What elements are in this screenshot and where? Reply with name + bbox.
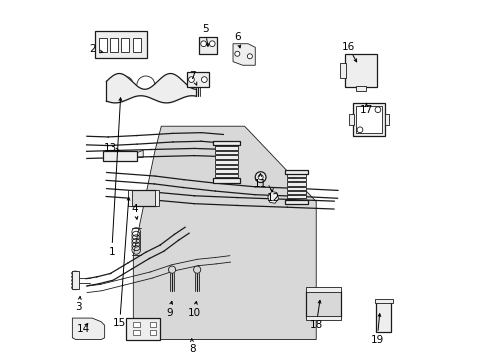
- Polygon shape: [72, 318, 104, 339]
- Bar: [99, 38, 107, 52]
- Bar: [286, 195, 306, 198]
- Bar: [128, 190, 131, 206]
- Bar: [374, 299, 392, 303]
- Bar: [286, 182, 306, 185]
- Circle shape: [255, 172, 265, 183]
- Circle shape: [201, 41, 206, 46]
- Bar: [345, 54, 376, 87]
- Bar: [214, 165, 238, 168]
- Bar: [339, 63, 345, 78]
- Bar: [199, 37, 217, 54]
- Bar: [286, 174, 306, 177]
- Bar: [355, 106, 381, 134]
- Text: 8: 8: [189, 343, 195, 354]
- Polygon shape: [233, 44, 255, 65]
- Circle shape: [209, 41, 215, 46]
- Text: 2: 2: [89, 44, 95, 54]
- Bar: [102, 150, 137, 161]
- Bar: [149, 322, 156, 327]
- Bar: [375, 300, 390, 332]
- Bar: [131, 190, 156, 206]
- Text: 15: 15: [113, 319, 126, 328]
- Bar: [155, 190, 159, 206]
- Text: 13: 13: [103, 143, 117, 153]
- Text: 17: 17: [359, 105, 372, 115]
- Circle shape: [188, 77, 194, 82]
- Circle shape: [374, 107, 380, 113]
- Bar: [213, 178, 240, 183]
- Bar: [214, 146, 238, 149]
- Bar: [95, 31, 147, 58]
- Bar: [121, 38, 129, 52]
- Circle shape: [168, 266, 175, 273]
- Circle shape: [234, 51, 239, 56]
- Text: 12: 12: [266, 193, 279, 203]
- Bar: [133, 322, 140, 327]
- Bar: [214, 174, 238, 177]
- Bar: [348, 114, 353, 125]
- Bar: [126, 318, 160, 340]
- Bar: [187, 72, 208, 87]
- Text: 19: 19: [370, 334, 383, 345]
- Bar: [384, 114, 388, 125]
- Polygon shape: [133, 126, 316, 339]
- Bar: [133, 329, 140, 334]
- Bar: [286, 186, 306, 190]
- Bar: [214, 160, 238, 163]
- Text: 4: 4: [132, 204, 138, 214]
- Circle shape: [247, 54, 252, 59]
- Bar: [149, 329, 156, 334]
- Bar: [352, 103, 384, 136]
- Circle shape: [356, 127, 362, 133]
- Text: 6: 6: [234, 32, 240, 41]
- Bar: [214, 169, 238, 173]
- Text: 7: 7: [189, 71, 195, 81]
- Bar: [305, 291, 340, 317]
- Circle shape: [193, 266, 201, 273]
- Text: 5: 5: [202, 24, 208, 35]
- Bar: [72, 271, 79, 289]
- Bar: [110, 38, 118, 52]
- Bar: [285, 200, 307, 204]
- Bar: [355, 86, 366, 91]
- Text: 9: 9: [165, 308, 172, 318]
- Text: 14: 14: [76, 324, 90, 334]
- Bar: [214, 150, 238, 154]
- Text: 16: 16: [341, 42, 354, 52]
- Bar: [213, 140, 240, 145]
- Bar: [286, 191, 306, 194]
- Text: 18: 18: [309, 320, 322, 330]
- Text: 10: 10: [187, 308, 201, 318]
- Bar: [285, 170, 307, 175]
- Polygon shape: [267, 192, 278, 203]
- Polygon shape: [137, 150, 143, 157]
- Bar: [305, 287, 340, 292]
- Circle shape: [201, 77, 207, 82]
- Text: 11: 11: [253, 179, 267, 189]
- Bar: [214, 155, 238, 159]
- Bar: [132, 38, 140, 52]
- Bar: [286, 178, 306, 181]
- Text: 3: 3: [75, 302, 82, 312]
- Text: 1: 1: [108, 247, 115, 257]
- Bar: [305, 316, 340, 320]
- Circle shape: [258, 175, 263, 180]
